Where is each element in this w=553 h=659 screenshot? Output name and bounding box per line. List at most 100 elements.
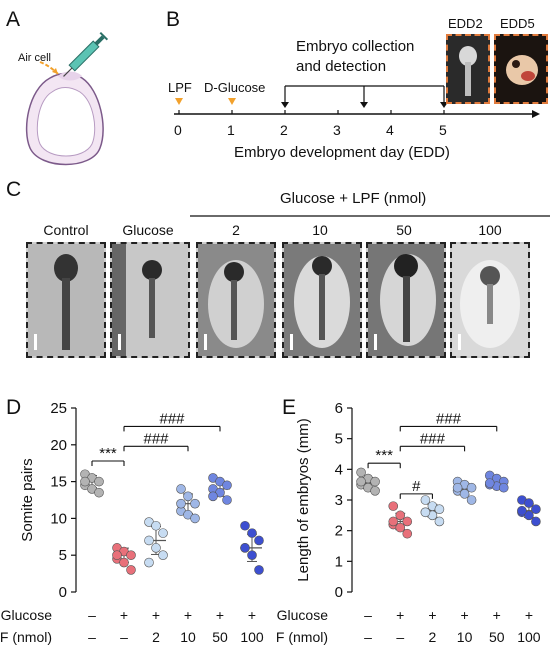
- row-value-lpf: –: [396, 629, 404, 645]
- data-point: [524, 510, 534, 521]
- data-point: [466, 482, 477, 493]
- row-value-lpf: 2: [152, 629, 160, 645]
- data-point: [388, 516, 399, 527]
- row-value-lpf: 100: [517, 629, 541, 645]
- chart-somite-pairs: 0 5 10 15 20 25 Somite pairs *** ### ### Glucose LP…: [0, 400, 264, 645]
- data-point: [240, 520, 250, 531]
- data-point: [452, 482, 463, 493]
- significance-label: #: [412, 478, 421, 495]
- y-axis-label: Somite pairs: [19, 458, 36, 541]
- row-value-lpf: –: [364, 629, 372, 645]
- air-cell-label: Air cell: [18, 52, 52, 64]
- tick-2: 2: [280, 122, 288, 138]
- row-value-glucose: +: [184, 607, 192, 623]
- collection-bracket: [284, 85, 445, 104]
- significance-label: ###: [159, 410, 185, 427]
- column-header-50: 50: [396, 222, 412, 238]
- timeline-ticks: [178, 110, 445, 114]
- embryo-image-control: [26, 242, 106, 358]
- row-value-glucose: +: [120, 607, 128, 623]
- row-value-lpf: 10: [457, 629, 473, 645]
- y-tick-label: 25: [50, 400, 67, 417]
- row-value-glucose: +: [216, 607, 224, 623]
- y-tick-label: 20: [50, 437, 67, 454]
- data-point: [240, 543, 250, 553]
- data-point: [94, 476, 104, 487]
- row-value-lpf: –: [120, 629, 128, 645]
- y-tick-label: 6: [335, 400, 343, 417]
- significance-label: ***: [375, 447, 393, 464]
- glucose-label: D-Glucose: [204, 80, 266, 95]
- y-tick-label: 0: [59, 584, 67, 601]
- data-point: [466, 495, 477, 505]
- data-point: [94, 487, 104, 498]
- timeline-diagram: [174, 85, 540, 118]
- data-point: [420, 507, 431, 518]
- row-value-lpf: –: [88, 629, 96, 645]
- edd5-embryo-image: [494, 34, 548, 104]
- panel-letter-d: D: [6, 396, 22, 419]
- y-tick-label: 2: [335, 523, 343, 540]
- embryo-image-lpf-100: [450, 242, 530, 358]
- data-point: [126, 565, 136, 575]
- column-header-glucose: Glucose: [122, 222, 174, 238]
- y-tick-label: 15: [50, 474, 67, 491]
- data-point: [524, 498, 534, 508]
- row-value-glucose: –: [364, 607, 372, 623]
- data-point: [395, 522, 406, 533]
- data-point: [183, 491, 193, 502]
- row-value-glucose: +: [525, 607, 533, 623]
- column-header-control: Control: [43, 222, 89, 238]
- row-value-glucose: +: [493, 607, 501, 623]
- row-label-glucose: Glucose: [1, 607, 53, 623]
- y-tick-label: 5: [335, 431, 343, 448]
- row-value-lpf: 10: [180, 629, 196, 645]
- lpf-arrow-icon: [175, 98, 183, 105]
- data-point: [247, 550, 257, 560]
- embryo-image-lpf-2: [196, 242, 276, 358]
- syringe-icon: [63, 31, 109, 77]
- data-point: [517, 505, 527, 516]
- data-point: [402, 516, 413, 527]
- row-value-glucose: +: [428, 607, 436, 623]
- row-value-lpf: 2: [429, 629, 437, 645]
- significance-label: ###: [420, 430, 446, 447]
- row-value-glucose: +: [248, 607, 256, 623]
- data-point: [190, 513, 200, 524]
- tick-3: 3: [333, 122, 341, 138]
- row-value-glucose: +: [460, 607, 468, 623]
- y-tick-label: 1: [335, 553, 343, 570]
- row-value-glucose: +: [152, 607, 160, 623]
- row-value-glucose: –: [88, 607, 96, 623]
- data-point: [388, 501, 399, 511]
- row-value-lpf: 100: [240, 629, 264, 645]
- edd2-embryo-image: [446, 34, 490, 104]
- data-point: [119, 557, 129, 568]
- data-point: [151, 520, 161, 531]
- collection-label-line2: and detection: [296, 58, 387, 75]
- data-point: [356, 467, 366, 478]
- data-point: [402, 528, 413, 539]
- data-point: [158, 528, 168, 538]
- lpf-label: LPF: [168, 80, 192, 95]
- timeline-axis-title: Embryo development day (EDD): [234, 144, 450, 161]
- y-tick-label: 3: [335, 492, 343, 509]
- column-header-100: 100: [478, 222, 502, 238]
- data-point: [112, 550, 122, 560]
- significance-label: ###: [143, 430, 169, 447]
- data-point: [222, 495, 232, 505]
- data-point: [434, 504, 445, 514]
- data-point: [247, 528, 257, 538]
- tick-1: 1: [227, 122, 235, 138]
- data-point: [370, 486, 380, 496]
- data-point: [531, 516, 541, 527]
- panel-letter-e: E: [282, 396, 297, 419]
- data-point: [395, 510, 406, 521]
- row-value-glucose: +: [396, 607, 404, 623]
- egg-inner: [36, 87, 96, 157]
- edd5-label: EDD5: [500, 16, 535, 31]
- column-header-10: 10: [312, 222, 328, 238]
- y-axis-label: Length of embryos (mm): [295, 418, 312, 581]
- row-value-lpf: 50: [489, 629, 505, 645]
